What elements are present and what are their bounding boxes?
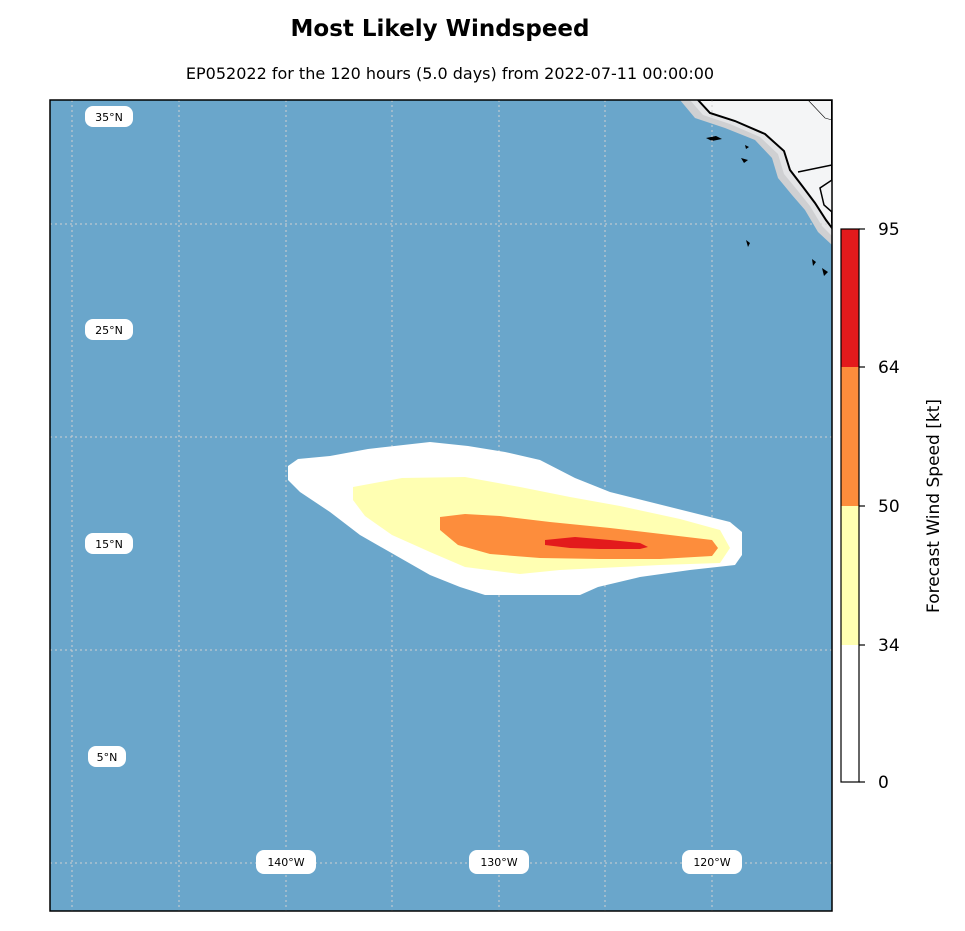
- lon-label: 140°W: [267, 856, 304, 869]
- latitude-labels: 35°N 25°N 15°N 5°N: [85, 106, 133, 767]
- lon-label-box: [469, 850, 529, 874]
- state-border: [797, 164, 832, 173]
- island: [812, 259, 816, 266]
- lat-label: 15°N: [95, 538, 123, 551]
- lon-label: 120°W: [693, 856, 730, 869]
- lat-label-box: [85, 533, 133, 554]
- lat-label-box: [85, 106, 133, 127]
- colorbar-tick-label: 95: [878, 220, 900, 240]
- chart-subtitle: EP052022 for the 120 hours (5.0 days) fr…: [185, 64, 715, 83]
- longitude-labels: 140°W 130°W 120°W: [256, 850, 742, 874]
- island: [745, 145, 749, 149]
- lat-label: 35°N: [95, 111, 123, 124]
- map-frame: [49, 99, 833, 912]
- gulf-coast: [819, 179, 832, 213]
- colorbar-bin-50-64: [841, 367, 859, 506]
- island: [822, 268, 828, 276]
- colorbar-bin-34-50: [841, 506, 859, 645]
- lat-label-box: [88, 746, 126, 767]
- wind-region-50-64: [440, 514, 718, 559]
- land-mass: [696, 100, 832, 230]
- wind-region-64-95: [545, 537, 648, 549]
- lon-label-box: [256, 850, 316, 874]
- colorbar-tick-label: 50: [878, 497, 900, 517]
- colorbar-label: Forecast Wind Speed [kt]: [924, 399, 944, 613]
- colorbar-tick-label: 0: [878, 773, 889, 793]
- lon-label-box: [682, 850, 742, 874]
- lat-label: 25°N: [95, 324, 123, 337]
- lat-label: 5°N: [97, 751, 118, 764]
- colorbar: 0 34 50 64 95 Forecast Wind Speed [kt]: [840, 220, 944, 793]
- state-border-thin: [807, 100, 832, 121]
- chart-title: Most Likely Windspeed: [290, 16, 590, 42]
- island: [746, 240, 750, 247]
- colorbar-bin-64-95: [841, 229, 859, 367]
- island: [706, 136, 722, 141]
- colorbar-tick-label: 34: [878, 636, 900, 656]
- colorbar-bin-0-34: [841, 645, 859, 782]
- lat-label-box: [85, 319, 133, 340]
- colorbar-tick-label: 64: [878, 358, 900, 378]
- lon-label: 130°W: [480, 856, 517, 869]
- island: [741, 158, 748, 163]
